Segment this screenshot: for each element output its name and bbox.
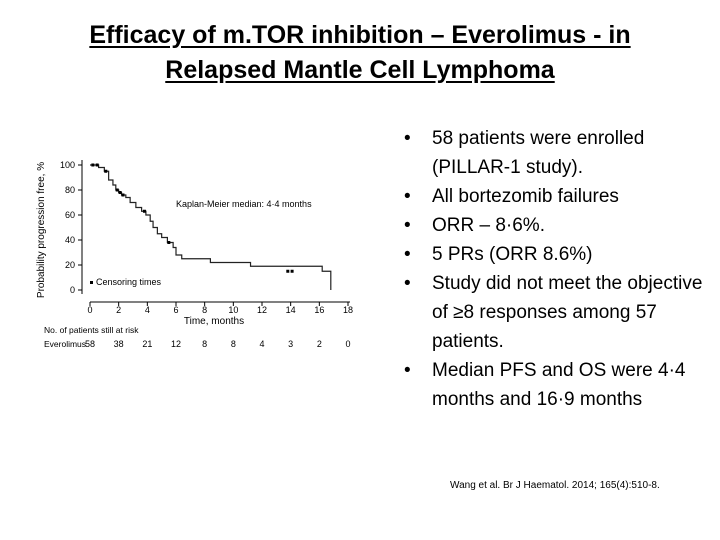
- bullet-item: • 5 PRs (ORR 8.6%): [400, 240, 710, 269]
- risk-table-value: 58: [85, 339, 95, 349]
- x-tick-label: 8: [202, 305, 207, 315]
- bullet-marker: •: [404, 186, 411, 207]
- censor-point: [290, 269, 294, 273]
- y-ticks: 0 20 40 60 80 100: [60, 160, 82, 295]
- censor-point: [118, 191, 122, 194]
- risk-table-values: 58 38 21 12 8 8 4 3 2 0: [85, 339, 351, 349]
- risk-table-value: 2: [317, 339, 322, 349]
- bullet-text: 58 patients were enrolled (PILLAR-1 stud…: [432, 128, 645, 178]
- bullet-text: All bortezomib failures: [432, 186, 619, 207]
- x-tick-label: 12: [257, 305, 267, 315]
- bullet-text: ORR – 8·6%.: [432, 215, 545, 236]
- risk-table-row-label: Everolimus: [44, 339, 86, 349]
- bullet-marker: •: [404, 128, 411, 149]
- risk-table-header: No. of patients still at risk: [44, 325, 139, 335]
- y-tick-label: 100: [60, 160, 75, 170]
- km-step-line: [90, 164, 332, 290]
- risk-table-value: 12: [171, 339, 181, 349]
- censor-point: [115, 188, 119, 192]
- legend-censor-marker: [90, 281, 93, 284]
- x-tick-label: 6: [173, 305, 178, 315]
- x-tick-label: 4: [145, 305, 150, 315]
- x-tick-label: 18: [343, 305, 353, 315]
- censor-point: [286, 269, 290, 273]
- x-tick-label: 2: [116, 305, 121, 315]
- x-axis-label: Time, months: [184, 316, 244, 327]
- censor-point: [167, 241, 171, 244]
- bullet-marker: •: [404, 244, 411, 265]
- risk-table-value: 3: [288, 339, 293, 349]
- risk-table-value: 0: [345, 339, 350, 349]
- bullet-marker: •: [404, 360, 411, 381]
- risk-table-value: 8: [202, 339, 207, 349]
- risk-table-value: 4: [259, 339, 264, 349]
- bullet-text: Median PFS and OS were 4·4 months and 16…: [432, 360, 686, 410]
- km-curve: [90, 164, 332, 290]
- citation: Wang et al. Br J Haematol. 2014; 165(4):…: [450, 480, 660, 491]
- median-annotation: Kaplan-Meier median: 4·4 months: [176, 199, 312, 209]
- bullet-item: • All bortezomib failures: [400, 182, 710, 211]
- risk-table-value: 8: [231, 339, 236, 349]
- title-line-2: Relapsed Mantle Cell Lymphoma: [165, 56, 555, 84]
- y-tick-label: 0: [70, 285, 75, 295]
- x-tick-label: 14: [286, 305, 296, 315]
- y-tick-label: 40: [65, 235, 75, 245]
- slide-title: Efficacy of m.TOR inhibition – Everolimu…: [0, 18, 720, 88]
- y-tick-label: 20: [65, 260, 75, 270]
- bullet-marker: •: [404, 273, 411, 294]
- censor-point: [121, 193, 125, 197]
- bullet-item: • ORR – 8·6%.: [400, 211, 710, 240]
- chart-axes: [81, 160, 350, 303]
- censor-point: [91, 163, 95, 167]
- y-tick-label: 60: [65, 210, 75, 220]
- bullet-list: • 58 patients were enrolled (PILLAR-1 stu…: [400, 124, 710, 414]
- censor-point: [104, 169, 108, 173]
- x-tick-label: 0: [87, 305, 92, 315]
- bullet-item: • Study did not meet the objective of ≥8 …: [400, 269, 710, 356]
- bullet-text: 5 PRs (ORR 8.6%): [432, 244, 593, 265]
- y-axis-label: Probability progression free, %: [36, 162, 47, 298]
- y-tick-label: 80: [65, 185, 75, 195]
- bullet-marker: •: [404, 215, 411, 236]
- bullet-text: Study did not meet the objective of ≥8 r…: [432, 273, 703, 352]
- x-ticks: 0 2 4 6 8 10 12 14 16 18: [87, 302, 353, 315]
- title-line-1: Efficacy of m.TOR inhibition – Everolimu…: [89, 21, 631, 49]
- censor-point: [142, 209, 146, 213]
- x-tick-label: 10: [228, 305, 238, 315]
- censor-point: [95, 163, 99, 167]
- x-tick-label: 16: [314, 305, 324, 315]
- legend-label: Censoring times: [96, 277, 162, 287]
- risk-table-value: 38: [114, 339, 124, 349]
- censoring-marks: [91, 163, 294, 273]
- bullet-item: • 58 patients were enrolled (PILLAR-1 stu…: [400, 124, 710, 182]
- risk-table-value: 21: [142, 339, 152, 349]
- bullet-item: • Median PFS and OS were 4·4 months and 1…: [400, 356, 710, 414]
